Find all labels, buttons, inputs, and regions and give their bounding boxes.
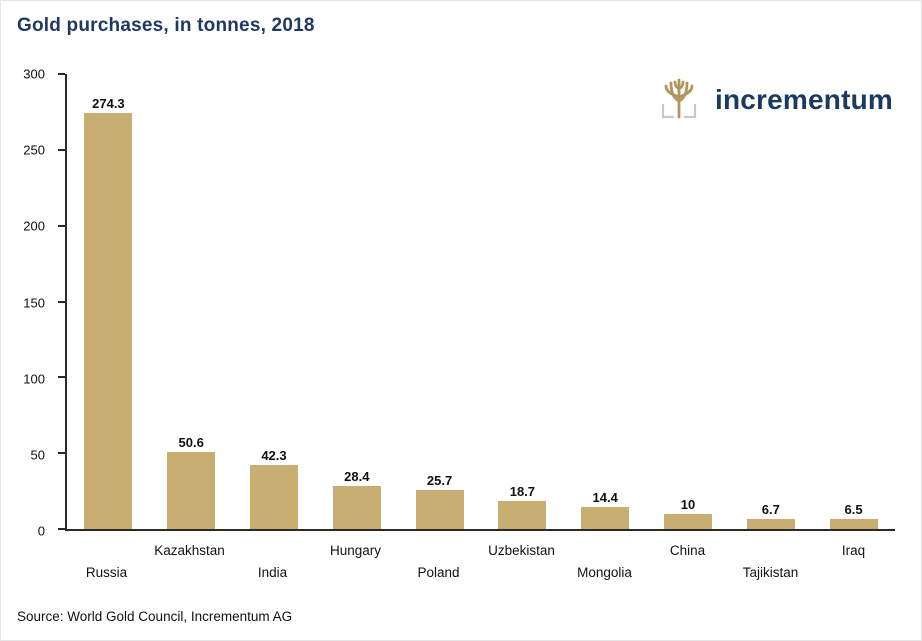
y-tick-mark xyxy=(58,528,65,530)
bar-value-label: 25.7 xyxy=(426,473,453,489)
incrementum-logo: incrementum xyxy=(655,73,893,126)
x-axis-category-label: Uzbekistan xyxy=(488,543,555,558)
x-axis-category-label: Iraq xyxy=(841,543,866,558)
tree-logo-icon xyxy=(655,73,703,126)
bar-cell: 14.4 xyxy=(564,74,647,529)
bar-value-label: 10 xyxy=(680,496,696,512)
x-axis-category-label: Hungary xyxy=(329,543,382,558)
bar-value-label: 50.6 xyxy=(178,435,204,451)
y-tick-label: 50 xyxy=(30,447,45,463)
bar-value-label: 18.7 xyxy=(509,483,536,499)
y-tick-mark xyxy=(58,148,65,151)
x-axis-category-label: India xyxy=(257,565,288,580)
x-axis-category-label: Russia xyxy=(85,565,128,580)
y-tick-mark xyxy=(58,224,65,227)
bar xyxy=(249,464,298,529)
bar xyxy=(415,490,464,529)
x-axis-category-label: Mongolia xyxy=(577,565,632,580)
x-axis-category-label: Tajikistan xyxy=(742,565,799,580)
y-tick-label: 100 xyxy=(23,371,45,387)
logo-text: incrementum xyxy=(714,83,893,115)
bar-cell: 6.7 xyxy=(729,74,812,529)
bar-cell: 28.4 xyxy=(315,74,398,529)
bars-row: 274.3 50.6 42.3 28.4 25.7 18.7 14.4 10 6.7 6.5 xyxy=(67,74,895,529)
bar-cell: 274.3 xyxy=(67,74,150,529)
y-tick-mark xyxy=(58,376,65,379)
bar-value-label: 14.4 xyxy=(592,490,618,506)
bar xyxy=(829,519,878,529)
bar-cell: 10 xyxy=(647,74,730,529)
chart-title: Gold purchases, in tonnes, 2018 xyxy=(17,15,315,36)
bar-value-label: 6.5 xyxy=(844,502,863,518)
y-tick-label: 150 xyxy=(23,295,45,310)
bar xyxy=(84,112,133,529)
plot-area: 274.3 50.6 42.3 28.4 25.7 18.7 14.4 10 6.7 6.5 xyxy=(58,73,895,531)
bar xyxy=(167,452,216,529)
y-tick-label: 300 xyxy=(23,66,45,82)
bar-value-label: 6.7 xyxy=(761,501,780,517)
x-axis-labels: Russia Kazakhstan India Hungary Poland Uzbeki… xyxy=(65,533,895,589)
bar xyxy=(663,513,712,529)
bar-value-label: 28.4 xyxy=(344,468,370,484)
bar-cell: 42.3 xyxy=(233,74,316,529)
bar xyxy=(332,485,381,529)
y-tick-label: 0 xyxy=(37,523,45,539)
y-tick-mark xyxy=(58,452,65,455)
bar-value-label: 274.3 xyxy=(92,95,125,111)
y-tick-mark xyxy=(58,300,65,303)
bar-cell: 25.7 xyxy=(398,74,481,529)
bar xyxy=(581,507,630,529)
y-tick-label: 200 xyxy=(23,218,45,234)
bar-cell: 18.7 xyxy=(481,74,564,529)
source-text: Source: World Gold Council, Incrementum … xyxy=(17,609,293,624)
bar-value-label: 42.3 xyxy=(261,447,287,463)
bar xyxy=(498,500,547,529)
bar-cell: 50.6 xyxy=(150,74,233,529)
y-tick-mark xyxy=(58,73,65,75)
y-axis-tick-labels: 0 50 100 150 200 250 300 xyxy=(1,68,57,538)
x-axis-category-label: Poland xyxy=(417,565,460,580)
bar xyxy=(746,518,795,529)
x-axis-category-label: China xyxy=(669,543,706,558)
x-axis-category-label: Kazakhstan xyxy=(154,543,225,558)
bar-cell: 6.5 xyxy=(812,74,895,529)
y-tick-label: 250 xyxy=(23,142,45,158)
